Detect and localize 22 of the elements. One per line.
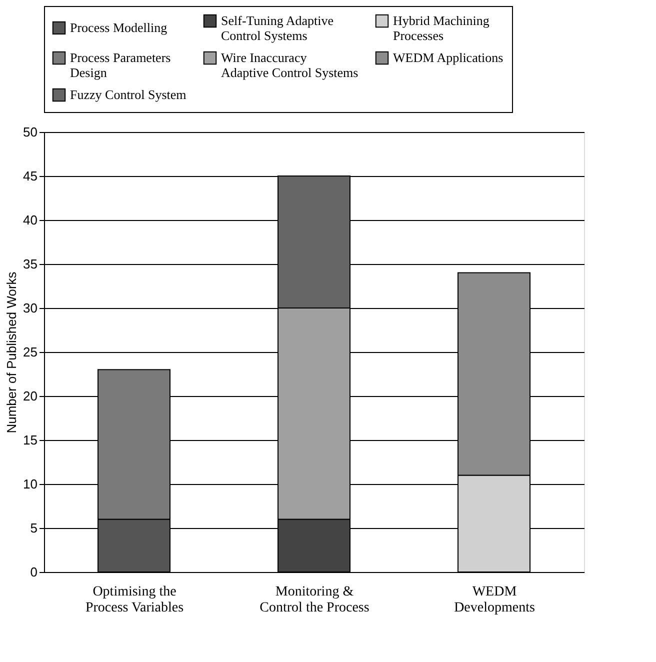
y-tick-label: 20 bbox=[23, 388, 38, 404]
y-axis-title: Number of Published Works bbox=[4, 271, 20, 434]
y-tick-label: 25 bbox=[23, 344, 38, 360]
legend-label: Fuzzy Control System bbox=[70, 87, 186, 102]
legend-label: Process Modelling bbox=[70, 20, 168, 35]
y-tick-label: 15 bbox=[23, 432, 38, 448]
y-tick-label: 45 bbox=[23, 168, 38, 184]
y-tick-label: 10 bbox=[23, 476, 38, 492]
x-tick-label: WEDM Developments bbox=[454, 584, 535, 616]
x-tick-label: Optimising the Process Variables bbox=[85, 584, 184, 616]
y-tick-label: 35 bbox=[23, 256, 38, 272]
y-tick-label: 0 bbox=[30, 564, 38, 580]
legend-label: WEDM Applications bbox=[393, 50, 504, 65]
y-tick-label: 40 bbox=[23, 212, 38, 228]
legend-label: Process Parameters Design bbox=[70, 50, 171, 80]
y-tick-label: 50 bbox=[23, 124, 38, 140]
legend-label: Self-Tuning Adaptive Control Systems bbox=[221, 13, 334, 43]
legend-label: Hybrid Machining Processes bbox=[393, 13, 490, 43]
x-tick-label: Monitoring & Control the Process bbox=[260, 584, 370, 616]
y-tick-label: 30 bbox=[23, 300, 38, 316]
legend-label: Wire Inaccuracy Adaptive Control Systems bbox=[221, 50, 358, 80]
y-tick-label: 5 bbox=[30, 520, 38, 536]
